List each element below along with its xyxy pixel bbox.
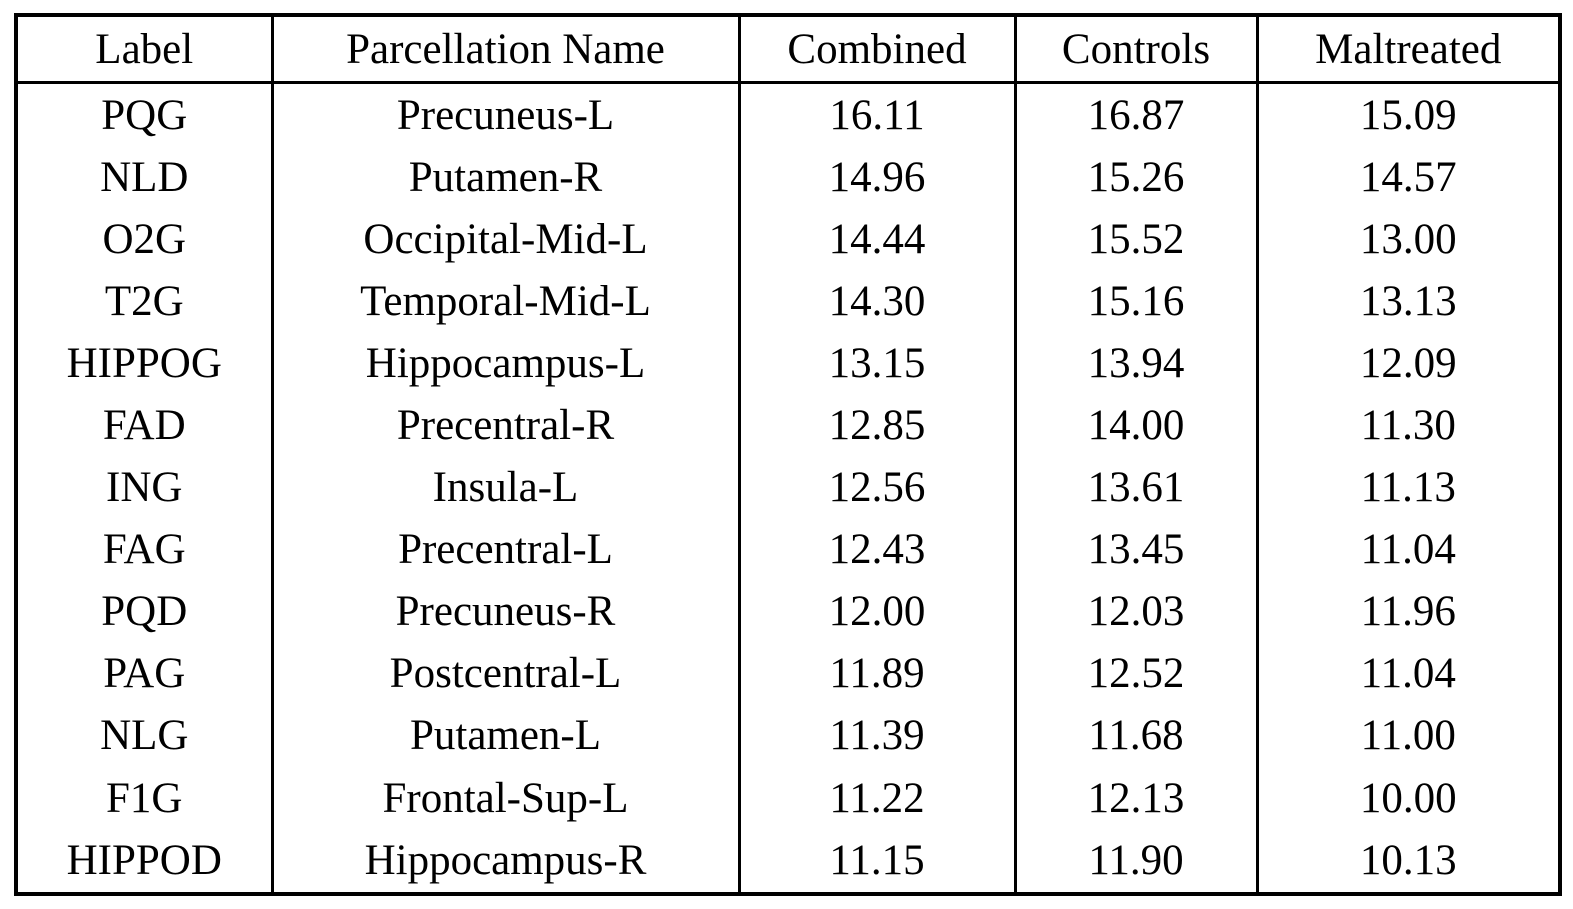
cell-parcellation-name: Occipital-Mid-L [270,208,741,271]
cell-maltreated: 11.96 [1255,580,1562,643]
cell-label: HIPPOD [14,829,274,894]
cell-label: O2G [14,208,274,271]
table-row: FAG Precentral-L 12.43 13.45 11.04 [14,518,1562,581]
cell-parcellation-name: Insula-L [270,456,741,519]
cell-combined: 12.56 [737,456,1017,519]
cell-controls: 11.90 [1013,829,1259,894]
cell-maltreated: 10.13 [1255,829,1562,894]
cell-label: ING [14,456,274,519]
cell-maltreated: 12.09 [1255,332,1562,395]
column-header-combined: Combined [737,15,1017,84]
cell-parcellation-name: Precentral-L [270,518,741,581]
cell-controls: 13.61 [1013,456,1259,519]
cell-parcellation-name: Precuneus-R [270,580,741,643]
cell-parcellation-name: Precuneus-L [270,82,741,147]
cell-label: NLD [14,146,274,209]
cell-label: HIPPOG [14,332,274,395]
cell-maltreated: 11.04 [1255,518,1562,581]
cell-controls: 15.26 [1013,146,1259,209]
table-row: NLG Putamen-L 11.39 11.68 11.00 [14,704,1562,767]
cell-maltreated: 11.00 [1255,704,1562,767]
cell-maltreated: 11.04 [1255,642,1562,705]
cell-combined: 11.39 [737,704,1017,767]
cell-controls: 14.00 [1013,394,1259,457]
column-header-parcellation-name: Parcellation Name [270,15,741,84]
cell-label: FAG [14,518,274,581]
cell-combined: 14.30 [737,270,1017,333]
cell-label: F1G [14,767,274,830]
column-header-controls: Controls [1013,15,1259,84]
column-header-maltreated: Maltreated [1255,15,1562,84]
cell-controls: 15.52 [1013,208,1259,271]
cell-parcellation-name: Hippocampus-R [270,829,741,894]
cell-combined: 11.22 [737,767,1017,830]
cell-controls: 11.68 [1013,704,1259,767]
table-body: PQG Precuneus-L 16.11 16.87 15.09 NLD Putamen-… [14,82,1562,894]
cell-parcellation-name: Putamen-L [270,704,741,767]
cell-combined: 11.15 [737,829,1017,894]
table-row: HIPPOG Hippocampus-L 13.15 13.94 12.09 [14,332,1562,395]
cell-combined: 16.11 [737,82,1017,147]
table-row: O2G Occipital-Mid-L 14.44 15.52 13.00 [14,208,1562,271]
table-row: PAG Postcentral-L 11.89 12.52 11.04 [14,642,1562,705]
cell-controls: 12.52 [1013,642,1259,705]
table-row: PQD Precuneus-R 12.00 12.03 11.96 [14,580,1562,643]
cell-controls: 16.87 [1013,82,1259,147]
cell-label: PQG [14,82,274,147]
cell-parcellation-name: Frontal-Sup-L [270,767,741,830]
cell-controls: 12.13 [1013,767,1259,830]
cell-label: PQD [14,580,274,643]
table-row: F1G Frontal-Sup-L 11.22 12.13 10.00 [14,767,1562,830]
cell-combined: 14.44 [737,208,1017,271]
cell-combined: 13.15 [737,332,1017,395]
cell-label: FAD [14,394,274,457]
cell-parcellation-name: Putamen-R [270,146,741,209]
cell-maltreated: 13.00 [1255,208,1562,271]
table-row: HIPPOD Hippocampus-R 11.15 11.90 10.13 [14,829,1562,894]
cell-label: NLG [14,704,274,767]
table-row: NLD Putamen-R 14.96 15.26 14.57 [14,146,1562,209]
cell-combined: 14.96 [737,146,1017,209]
cell-maltreated: 13.13 [1255,270,1562,333]
cell-label: T2G [14,270,274,333]
table-row: T2G Temporal-Mid-L 14.30 15.16 13.13 [14,270,1562,333]
table-row: FAD Precentral-R 12.85 14.00 11.30 [14,394,1562,457]
table-header: Label Parcellation Name Combined Control… [14,15,1562,84]
parcellation-stats-table: Label Parcellation Name Combined Control… [14,13,1562,896]
cell-maltreated: 14.57 [1255,146,1562,209]
cell-maltreated: 11.13 [1255,456,1562,519]
cell-parcellation-name: Hippocampus-L [270,332,741,395]
cell-parcellation-name: Temporal-Mid-L [270,270,741,333]
cell-controls: 15.16 [1013,270,1259,333]
column-header-label: Label [14,15,274,84]
cell-parcellation-name: Postcentral-L [270,642,741,705]
cell-controls: 13.45 [1013,518,1259,581]
table-row: PQG Precuneus-L 16.11 16.87 15.09 [14,82,1562,147]
cell-combined: 12.00 [737,580,1017,643]
cell-maltreated: 10.00 [1255,767,1562,830]
cell-label: PAG [14,642,274,705]
cell-combined: 11.89 [737,642,1017,705]
cell-controls: 13.94 [1013,332,1259,395]
cell-controls: 12.03 [1013,580,1259,643]
cell-combined: 12.85 [737,394,1017,457]
cell-combined: 12.43 [737,518,1017,581]
cell-parcellation-name: Precentral-R [270,394,741,457]
cell-maltreated: 11.30 [1255,394,1562,457]
header-row: Label Parcellation Name Combined Control… [14,15,1562,84]
table-row: ING Insula-L 12.56 13.61 11.13 [14,456,1562,519]
cell-maltreated: 15.09 [1255,82,1562,147]
